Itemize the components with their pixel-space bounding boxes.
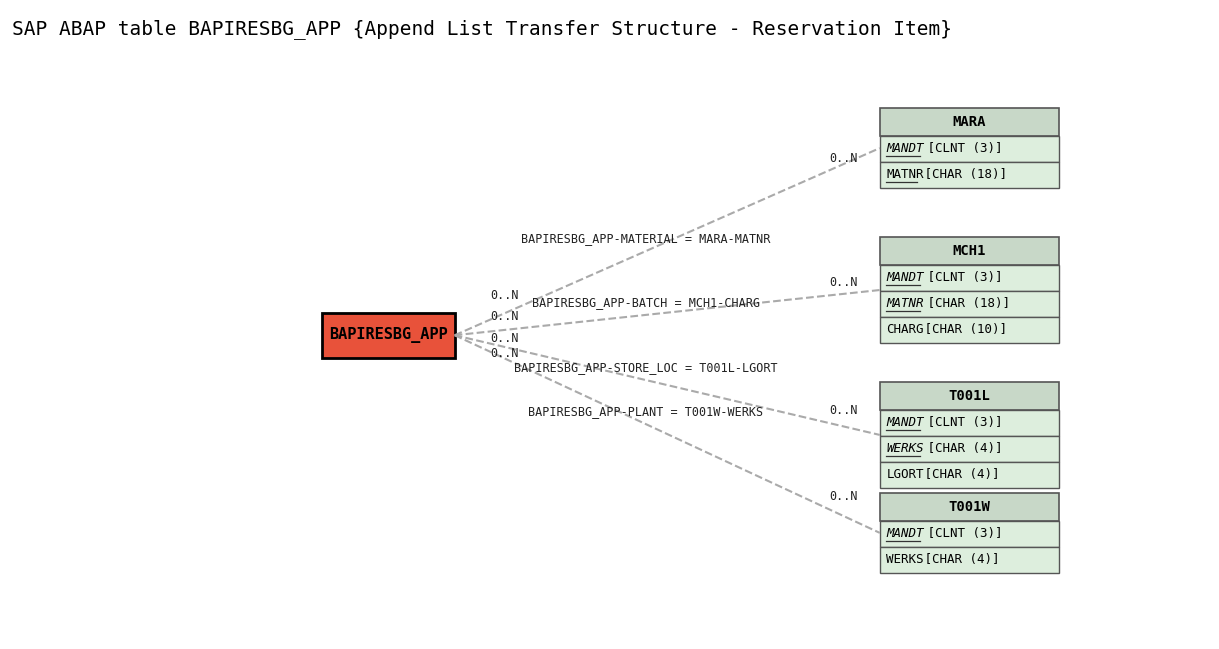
Text: MANDT: MANDT bbox=[886, 142, 924, 155]
FancyBboxPatch shape bbox=[880, 317, 1059, 343]
Text: [CHAR (18)]: [CHAR (18)] bbox=[920, 297, 1011, 310]
Text: [CHAR (4)]: [CHAR (4)] bbox=[917, 553, 1000, 566]
Text: 0..N: 0..N bbox=[829, 404, 857, 417]
Text: MARA: MARA bbox=[953, 115, 986, 129]
Text: BAPIRESBG_APP-PLANT = T001W-WERKS: BAPIRESBG_APP-PLANT = T001W-WERKS bbox=[528, 405, 763, 418]
FancyBboxPatch shape bbox=[880, 382, 1059, 410]
FancyBboxPatch shape bbox=[880, 520, 1059, 546]
Text: WERKS: WERKS bbox=[886, 553, 924, 566]
FancyBboxPatch shape bbox=[880, 108, 1059, 136]
Text: 0..N: 0..N bbox=[490, 289, 518, 302]
Text: LGORT: LGORT bbox=[886, 468, 924, 481]
Text: 0..N: 0..N bbox=[490, 310, 518, 323]
Text: BAPIRESBG_APP-STORE_LOC = T001L-LGORT: BAPIRESBG_APP-STORE_LOC = T001L-LGORT bbox=[514, 361, 778, 374]
Text: [CLNT (3)]: [CLNT (3)] bbox=[920, 271, 1003, 284]
Text: SAP ABAP table BAPIRESBG_APP {Append List Transfer Structure - Reservation Item}: SAP ABAP table BAPIRESBG_APP {Append Lis… bbox=[12, 19, 952, 40]
FancyBboxPatch shape bbox=[880, 435, 1059, 461]
FancyBboxPatch shape bbox=[880, 410, 1059, 435]
Text: MATNR: MATNR bbox=[886, 168, 924, 181]
Text: MANDT: MANDT bbox=[886, 527, 924, 540]
Text: MANDT: MANDT bbox=[886, 271, 924, 284]
Text: BAPIRESBG_APP-MATERIAL = MARA-MATNR: BAPIRESBG_APP-MATERIAL = MARA-MATNR bbox=[522, 232, 770, 245]
Text: [CHAR (4)]: [CHAR (4)] bbox=[920, 442, 1003, 455]
Text: 0..N: 0..N bbox=[829, 276, 857, 289]
FancyBboxPatch shape bbox=[880, 265, 1059, 291]
Text: 0..N: 0..N bbox=[829, 152, 857, 165]
Text: CHARG: CHARG bbox=[886, 323, 924, 336]
FancyBboxPatch shape bbox=[880, 136, 1059, 162]
Text: T001W: T001W bbox=[948, 500, 991, 514]
Text: MANDT: MANDT bbox=[886, 416, 924, 429]
Text: [CHAR (18)]: [CHAR (18)] bbox=[917, 168, 1007, 181]
Text: WERKS: WERKS bbox=[886, 442, 924, 455]
FancyBboxPatch shape bbox=[323, 313, 455, 358]
Text: BAPIRESBG_APP: BAPIRESBG_APP bbox=[329, 327, 447, 343]
Text: MATNR: MATNR bbox=[886, 297, 924, 310]
Text: 0..N: 0..N bbox=[490, 332, 518, 345]
Text: [CHAR (4)]: [CHAR (4)] bbox=[917, 468, 1000, 481]
FancyBboxPatch shape bbox=[880, 162, 1059, 188]
Text: 0..N: 0..N bbox=[490, 347, 518, 360]
Text: MCH1: MCH1 bbox=[953, 244, 986, 258]
FancyBboxPatch shape bbox=[880, 291, 1059, 317]
FancyBboxPatch shape bbox=[880, 461, 1059, 487]
Text: 0..N: 0..N bbox=[829, 490, 857, 503]
Text: T001L: T001L bbox=[948, 389, 991, 403]
Text: [CLNT (3)]: [CLNT (3)] bbox=[920, 416, 1003, 429]
Text: [CLNT (3)]: [CLNT (3)] bbox=[920, 142, 1003, 155]
FancyBboxPatch shape bbox=[880, 493, 1059, 520]
FancyBboxPatch shape bbox=[880, 238, 1059, 265]
FancyBboxPatch shape bbox=[880, 546, 1059, 572]
Text: [CHAR (10)]: [CHAR (10)] bbox=[917, 323, 1007, 336]
Text: [CLNT (3)]: [CLNT (3)] bbox=[920, 527, 1003, 540]
Text: BAPIRESBG_APP-BATCH = MCH1-CHARG: BAPIRESBG_APP-BATCH = MCH1-CHARG bbox=[531, 296, 759, 309]
